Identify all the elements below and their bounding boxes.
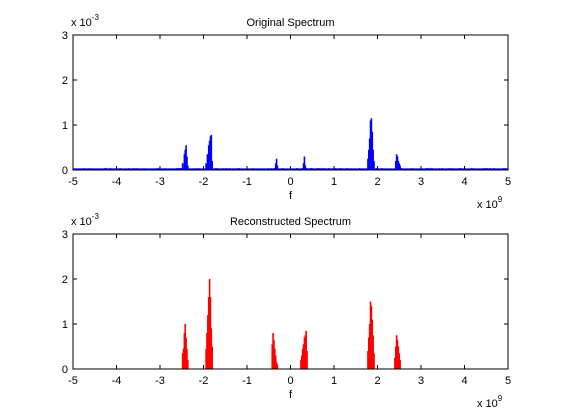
- x-axis-label: f: [289, 190, 293, 202]
- x-tick-label: -4: [112, 176, 122, 188]
- y-tick-label: 1: [62, 120, 68, 132]
- x-tick-label: 0: [287, 176, 293, 188]
- y-tick-label: 2: [62, 75, 68, 87]
- chart-title: Reconstructed Spectrum: [230, 216, 351, 228]
- x-tick-label: -2: [199, 176, 209, 188]
- x-tick-label: -3: [155, 375, 165, 387]
- y-exponent-power: -3: [92, 212, 100, 221]
- x-tick-label: -5: [68, 375, 78, 387]
- x-tick-label: -4: [112, 375, 122, 387]
- peak-cluster-4: [300, 330, 308, 369]
- plot-area: [73, 234, 508, 369]
- x-tick-label: -1: [242, 176, 252, 188]
- peak-cluster-2: [205, 134, 213, 170]
- peak-cluster-1: [181, 324, 189, 369]
- peak-cluster-1: [181, 145, 189, 170]
- y-tick-label: 3: [62, 30, 68, 42]
- y-tick-label: 0: [62, 165, 68, 177]
- x-exponent-power: 9: [498, 394, 503, 403]
- y-tick-label: 0: [62, 364, 68, 376]
- x-tick-label: 4: [461, 375, 467, 387]
- y-tick-label: 2: [62, 274, 68, 286]
- x-tick-label: 5: [505, 375, 511, 387]
- peak-cluster-4: [302, 156, 307, 170]
- y-exponent-power: -3: [92, 13, 100, 22]
- chart-title: Original Spectrum: [246, 17, 334, 29]
- x-tick-label: 2: [374, 176, 380, 188]
- x-tick-label: 0: [287, 375, 293, 387]
- peak-cluster-6: [394, 154, 401, 170]
- peak-cluster-3: [274, 158, 279, 170]
- x-tick-label: 3: [418, 176, 424, 188]
- x-tick-label: -1: [242, 375, 252, 387]
- y-tick-label: 1: [62, 319, 68, 331]
- x-exponent-power: 9: [498, 195, 503, 204]
- chart-panel-1: -5 -4 -3 -2 -1 0 1 2 3 4 5 0 1 2 3 Original Spectrum f x …: [62, 13, 511, 211]
- peak-cluster-5: [367, 301, 375, 369]
- x-tick-label: 2: [374, 375, 380, 387]
- peak-cluster-2: [205, 279, 213, 369]
- x-tick-label: 1: [331, 375, 337, 387]
- plot-area: [73, 35, 508, 170]
- peak-cluster-5: [367, 118, 375, 170]
- x-tick-label: -2: [199, 375, 209, 387]
- peak-cluster-3: [271, 333, 279, 369]
- x-tick-label: 4: [461, 176, 467, 188]
- y-tick-label: 3: [62, 229, 68, 241]
- x-tick-label: 5: [505, 176, 511, 188]
- x-tick-label: -3: [155, 176, 165, 188]
- peak-cluster-6: [394, 335, 401, 369]
- x-tick-label: 3: [418, 375, 424, 387]
- x-tick-label: 1: [331, 176, 337, 188]
- x-tick-label: -5: [68, 176, 78, 188]
- x-axis-label: f: [289, 389, 293, 401]
- chart-panel-2: -5 -4 -3 -2 -1 0 1 2 3 4 5 0 1 2 3 Reconstructed Spectr…: [62, 212, 511, 410]
- x-exponent-label: x 109: [477, 394, 503, 410]
- x-exponent-label: x 109: [477, 195, 503, 211]
